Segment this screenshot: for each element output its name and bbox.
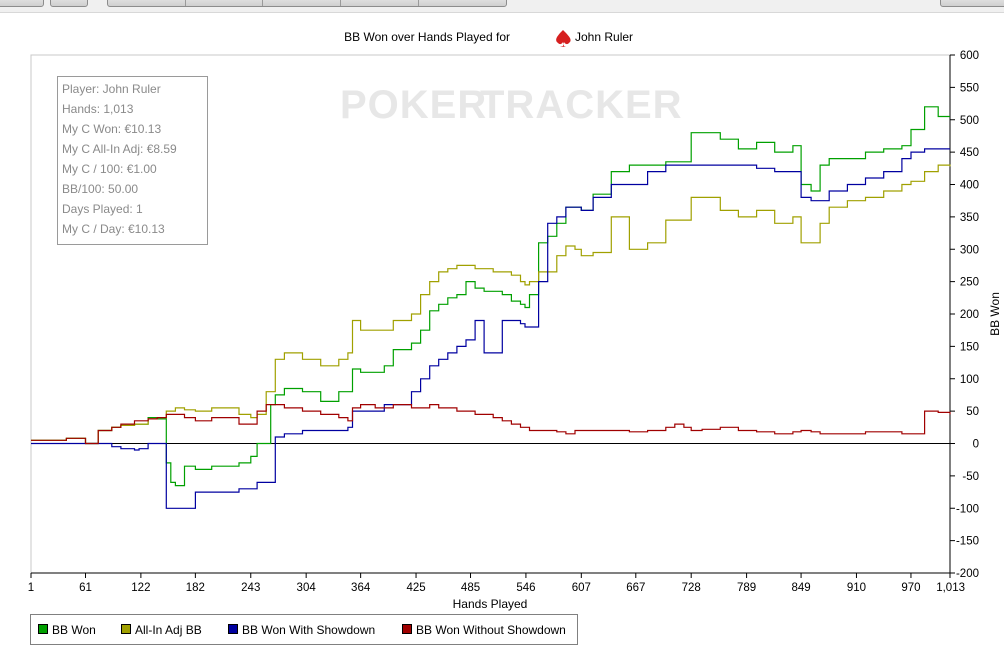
x-tick-label: 243 — [241, 582, 260, 594]
y-tick-label: 350 — [960, 212, 979, 224]
stat-bb-100: BB/100: 50.00 — [62, 182, 138, 196]
stat-days: Days Played: 1 — [62, 202, 143, 216]
y-tick-label: -200 — [956, 568, 979, 580]
y-tick-label: 0 — [973, 439, 979, 451]
series-line-2 — [31, 148, 950, 509]
legend-label: BB Won — [52, 623, 96, 637]
watermark-left: POKER — [340, 83, 487, 127]
legend-label: All-In Adj BB — [135, 623, 202, 637]
stat-per-day: My C / Day: €10.13 — [62, 222, 165, 236]
series-line-0 — [31, 106, 950, 487]
legend: BB Won All-In Adj BB BB Won With Showdow… — [30, 614, 578, 645]
x-tick-label: 1,013 — [936, 582, 965, 594]
tab-back[interactable] — [0, 0, 44, 7]
x-tick-label: 667 — [626, 582, 645, 594]
legend-swatch — [228, 624, 238, 634]
legend-item-without-showdown[interactable]: BB Won Without Showdown — [402, 623, 566, 637]
y-ticks: -200 -150 -100 -50 0 50 100 150 200 250 300 350 400 4… — [950, 50, 979, 580]
x-ticks: 1 61 122 182 243 304 364 425 485 546 607 667 728 789 8… — [28, 573, 965, 594]
series-layer — [31, 106, 951, 509]
tab-strip — [0, 0, 1004, 13]
y-tick-label: -50 — [962, 471, 979, 483]
x-tick-label: 1 — [28, 582, 34, 594]
legend-label: BB Won With Showdown — [242, 623, 375, 637]
stat-hands: Hands: 1,013 — [62, 102, 134, 116]
x-tick-label: 485 — [461, 582, 480, 594]
x-tick-label: 304 — [297, 582, 317, 594]
bb-won-chart: BB Won over Hands Played for John Ruler … — [28, 30, 1002, 645]
legend-swatch — [402, 624, 412, 634]
y-tick-label: 500 — [960, 115, 979, 127]
watermark-right: TRACKER — [480, 83, 683, 127]
y-tick-label: 150 — [960, 341, 979, 353]
legend-swatch — [121, 624, 131, 634]
x-tick-label: 728 — [682, 582, 701, 594]
y-tick-label: 100 — [960, 374, 979, 386]
y-tick-label: 250 — [960, 277, 979, 289]
player-stats-box: Player: John Ruler Hands: 1,013 My C Won… — [57, 76, 208, 245]
x-tick-label: 910 — [847, 582, 866, 594]
x-tick-label: 61 — [79, 582, 92, 594]
y-tick-label: 400 — [960, 180, 979, 192]
x-tick-label: 546 — [516, 582, 535, 594]
legend-item-bb-won[interactable]: BB Won — [38, 623, 96, 637]
y-tick-label: 450 — [960, 147, 979, 159]
x-axis-label: Hands Played — [453, 597, 528, 611]
y-tick-label: -100 — [956, 503, 979, 515]
stat-per-100: My C / 100: €1.00 — [62, 162, 157, 176]
y-axis-label: BB Won — [988, 292, 1002, 336]
x-tick-label: 789 — [737, 582, 756, 594]
stat-player: Player: John Ruler — [62, 82, 161, 96]
x-tick-label: 849 — [791, 582, 810, 594]
x-tick-label: 425 — [406, 582, 425, 594]
x-tick-label: 970 — [901, 582, 920, 594]
stat-won: My C Won: €10.13 — [62, 122, 161, 136]
pokertracker-watermark: POKER TRACKER — [340, 83, 683, 127]
legend-swatch — [38, 624, 48, 634]
chart-title-player: John Ruler — [575, 30, 633, 44]
legend-label: BB Won Without Showdown — [416, 623, 566, 637]
x-tick-label: 182 — [186, 582, 205, 594]
y-tick-label: -150 — [956, 536, 979, 548]
x-tick-label: 122 — [131, 582, 150, 594]
legend-item-with-showdown[interactable]: BB Won With Showdown — [228, 623, 376, 637]
tab-right[interactable] — [940, 0, 1004, 7]
x-tick-label: 607 — [572, 582, 591, 594]
legend-item-allin-adj[interactable]: All-In Adj BB — [121, 623, 202, 637]
y-tick-label: 600 — [960, 50, 979, 62]
stats-box-frame — [57, 76, 208, 245]
tab-group[interactable] — [107, 0, 507, 7]
y-tick-label: 50 — [966, 406, 979, 418]
tab-item[interactable] — [50, 0, 88, 7]
y-tick-label: 200 — [960, 309, 979, 321]
y-tick-label: 550 — [960, 82, 979, 94]
series-line-3 — [31, 404, 951, 445]
stat-allin-adj: My C All-In Adj: €8.59 — [62, 142, 177, 156]
spade-icon — [556, 30, 571, 47]
series-line-1 — [31, 164, 951, 445]
y-tick-label: 300 — [960, 244, 979, 256]
chart-title: BB Won over Hands Played for — [344, 30, 510, 44]
x-tick-label: 364 — [351, 582, 371, 594]
